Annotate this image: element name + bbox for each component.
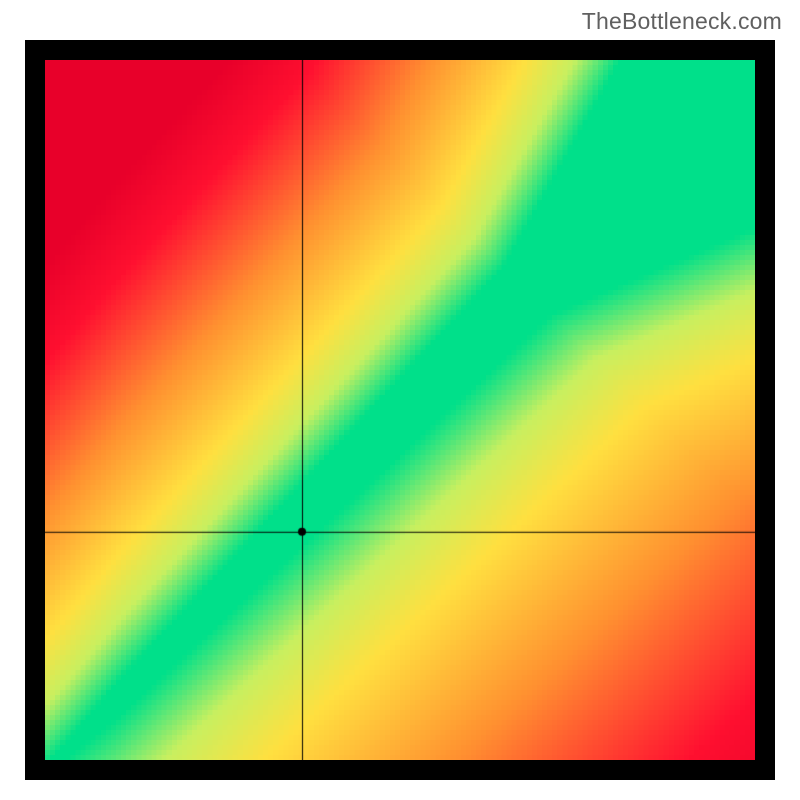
chart-container: TheBottleneck.com [0,0,800,800]
plot-frame [25,40,775,780]
attribution-text: TheBottleneck.com [582,8,782,35]
crosshair-overlay [45,60,755,760]
